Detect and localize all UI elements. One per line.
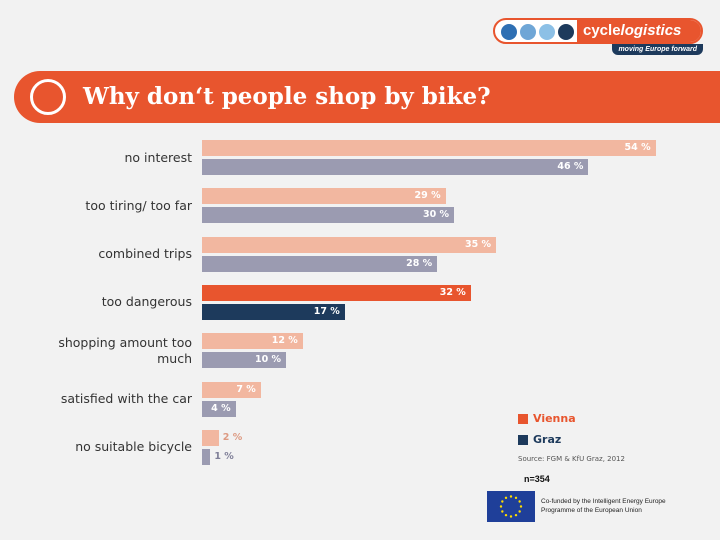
eu-star bbox=[509, 515, 513, 518]
chart-legend: Vienna Graz bbox=[518, 412, 576, 454]
eu-star bbox=[504, 513, 508, 517]
bar-vienna: 32 % bbox=[202, 284, 471, 301]
eu-star bbox=[514, 496, 518, 500]
category-label: satisfied with the car bbox=[12, 391, 192, 407]
legend-item-vienna: Vienna bbox=[518, 412, 576, 425]
bar-value-label: 28 % bbox=[406, 257, 433, 269]
category-label-line: satisfied with the car bbox=[60, 391, 192, 406]
bar-graz: 10 % bbox=[202, 352, 286, 369]
bar-chart: no interest 54 % 46 % too tiring/ too far 29… bbox=[0, 130, 720, 470]
bar-vienna: 2 % bbox=[202, 429, 242, 446]
eu-funding-line-2: Programme of the European Union bbox=[541, 507, 642, 514]
eu-flag bbox=[487, 491, 535, 522]
legend-item-graz: Graz bbox=[518, 433, 576, 446]
bar-graz: 1 % bbox=[202, 448, 234, 465]
legend-swatch-graz bbox=[518, 434, 528, 445]
bar-vienna: 7 % bbox=[202, 381, 261, 398]
logo-dot-3 bbox=[539, 24, 555, 40]
eu-star bbox=[518, 510, 521, 513]
legend-swatch-vienna bbox=[518, 413, 528, 424]
page-title: Why don‘t people shop by bike? bbox=[83, 83, 491, 110]
logo-wordmark-suffix: logistics bbox=[620, 22, 682, 39]
bar-graz: 4 % bbox=[202, 400, 236, 417]
eu-star bbox=[519, 505, 523, 508]
category-label: too dangerous bbox=[12, 294, 192, 310]
bar-graz: 28 % bbox=[202, 255, 438, 272]
bar-graz: 17 % bbox=[202, 303, 345, 320]
bar-value-label: 46 % bbox=[557, 161, 584, 172]
eu-star bbox=[501, 510, 504, 513]
category-label: too tiring/ too far bbox=[12, 198, 192, 214]
bar-graz: 46 % bbox=[202, 159, 589, 175]
bar-value-label: 32 % bbox=[439, 286, 466, 298]
bar-value-label: 54 % bbox=[624, 142, 651, 153]
bar-vienna: 54 % bbox=[202, 140, 656, 156]
category-label: no suitable bicycle bbox=[12, 439, 192, 455]
logo-dot-2 bbox=[520, 24, 536, 40]
title-banner: Why don‘t people shop by bike? bbox=[14, 71, 720, 123]
eu-star bbox=[518, 500, 521, 503]
eu-funding-note: Co-funded by the Intelligent Energy Euro… bbox=[541, 497, 691, 515]
bar-value-label: 10 % bbox=[254, 354, 281, 366]
bar-value-label: 2 % bbox=[222, 431, 243, 443]
category-label-line: too dangerous bbox=[101, 294, 192, 310]
cyclelogistics-logo: cyclelogistics moving Europe forward bbox=[493, 18, 703, 56]
bar-value-label: 7 % bbox=[236, 383, 256, 395]
category-label-line: much bbox=[157, 350, 192, 366]
category-label-line: no suitable bicycle bbox=[75, 439, 192, 455]
eu-star bbox=[509, 495, 513, 498]
legend-label-vienna: Vienna bbox=[533, 412, 576, 425]
legend-label-graz: Graz bbox=[533, 433, 562, 446]
bar-value-label: 4 % bbox=[211, 402, 231, 414]
eu-star bbox=[501, 500, 504, 503]
bar-value-label: 12 % bbox=[271, 335, 298, 347]
eu-star bbox=[504, 496, 508, 500]
category-label-line: no interest bbox=[124, 149, 193, 165]
bar-value-label: 30 % bbox=[422, 209, 449, 221]
sample-size: n=354 bbox=[524, 474, 550, 484]
category-label-line: shopping amount too bbox=[58, 334, 192, 350]
bar-graz: 30 % bbox=[202, 207, 454, 224]
eu-star bbox=[514, 513, 518, 517]
category-label-line: too tiring/ too far bbox=[85, 197, 192, 213]
logo-dot-4 bbox=[558, 24, 574, 40]
category-label: no interest bbox=[12, 149, 193, 166]
bar-vienna: 35 % bbox=[202, 236, 496, 253]
banner-circle-icon bbox=[30, 79, 66, 115]
category-label: combined trips bbox=[12, 246, 192, 262]
bar-value-label: 1 % bbox=[214, 450, 234, 462]
bar-vienna: 29 % bbox=[202, 188, 446, 205]
logo-wordmark: cyclelogistics bbox=[577, 20, 701, 42]
source-note: Source: FGM & KfU Graz, 2012 bbox=[518, 455, 625, 463]
eu-stars-icon bbox=[499, 495, 523, 518]
category-label: shopping amount too much bbox=[12, 335, 192, 367]
logo-tagline: moving Europe forward bbox=[612, 44, 703, 55]
bar-vienna: 12 % bbox=[202, 333, 303, 350]
eu-funding-line-1: Co-funded by the Intelligent Energy Euro… bbox=[541, 498, 666, 505]
eu-star bbox=[499, 505, 503, 508]
bar-value-label: 17 % bbox=[313, 305, 340, 317]
bar-value-label: 29 % bbox=[414, 190, 441, 202]
logo-dot-1 bbox=[501, 24, 517, 40]
bar-value-label: 35 % bbox=[464, 238, 491, 250]
category-label-line: combined trips bbox=[98, 246, 192, 262]
logo-wordmark-prefix: cycle bbox=[583, 22, 621, 39]
